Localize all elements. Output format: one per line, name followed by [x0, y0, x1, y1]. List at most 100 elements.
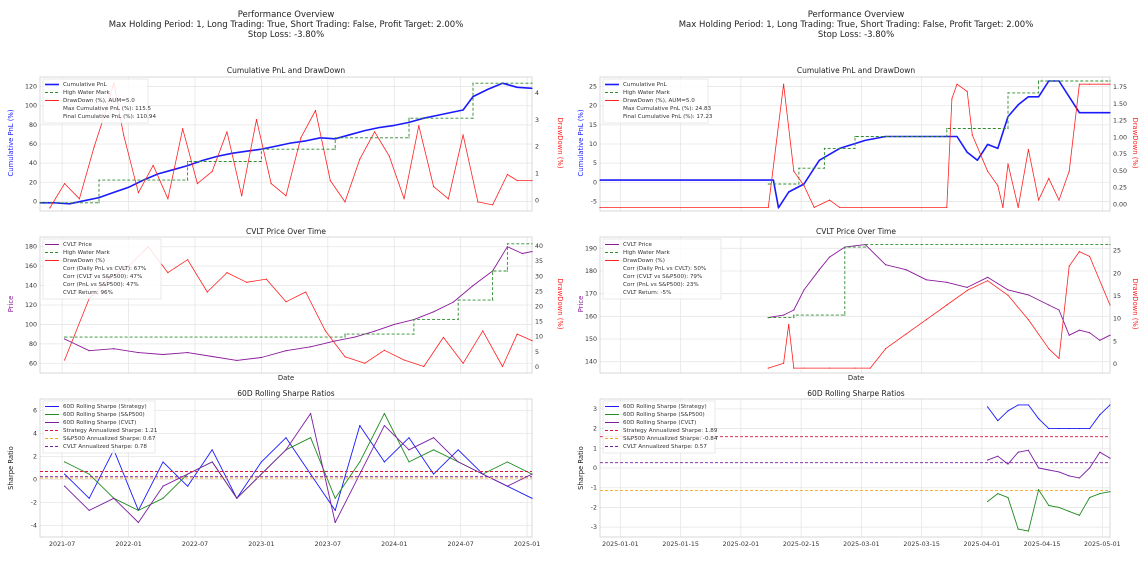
- series-line: [987, 449, 1111, 479]
- data-point: [854, 147, 856, 149]
- x-tick-label: 2025-03-01: [843, 541, 880, 548]
- data-point: [393, 323, 395, 326]
- data-point: [162, 461, 164, 463]
- data-point: [344, 201, 346, 203]
- data-point: [408, 117, 410, 119]
- data-point: [506, 243, 508, 245]
- legend-entry: Corr (PnL vs S&P500): 47%: [63, 282, 139, 288]
- series-line: [600, 83, 1110, 208]
- fig1-suptitle-line2: Max Holding Period: 1, Long Trading: Tru…: [109, 20, 464, 30]
- data-point: [423, 365, 425, 368]
- x-tick-label: 2025-05-01: [1084, 541, 1121, 548]
- data-point: [310, 346, 312, 348]
- y2-tick-label: 5: [1113, 338, 1117, 345]
- data-point: [783, 314, 785, 316]
- data-point: [1038, 467, 1040, 469]
- data-point: [452, 111, 454, 113]
- data-point: [418, 125, 420, 127]
- y-tick-label: 2: [33, 454, 37, 461]
- data-point: [1027, 318, 1029, 321]
- y-tick-label: 180: [25, 244, 37, 251]
- data-point: [1038, 80, 1040, 82]
- data-point: [187, 179, 189, 181]
- data-point: [1109, 243, 1111, 246]
- data-point: [329, 179, 331, 182]
- fig1-p3-title: 60D Rolling Sharpe Ratios: [237, 389, 335, 398]
- data-point: [1078, 427, 1080, 430]
- y-tick-label: 2: [593, 426, 597, 433]
- data-point: [946, 281, 948, 283]
- x-tick-label: 2021-07: [49, 541, 75, 548]
- x-tick-label: 2024-07: [448, 541, 474, 548]
- y-tick-label: 100: [25, 103, 37, 110]
- y2-tick-label: 1: [535, 170, 539, 177]
- data-point: [971, 134, 973, 136]
- fig1-suptitle-line1: Performance Overview: [238, 10, 335, 20]
- data-point: [839, 206, 841, 208]
- data-point: [457, 461, 459, 463]
- y-tick-label: 160: [25, 263, 37, 270]
- data-point: [211, 355, 213, 358]
- data-point: [783, 362, 785, 364]
- data-point: [373, 131, 376, 133]
- y-tick-label: -5: [591, 198, 597, 205]
- legend-box: [602, 400, 716, 454]
- fig2-suptitle-line2: Max Holding Period: 1, Long Trading: Tru…: [679, 20, 1034, 30]
- data-point: [408, 461, 410, 463]
- data-point: [1068, 265, 1070, 267]
- y-tick-label: 3: [593, 406, 597, 413]
- data-point: [798, 183, 800, 185]
- data-point: [113, 497, 115, 499]
- y-tick-label: 170: [585, 291, 597, 298]
- data-point: [531, 473, 533, 475]
- data-point: [1109, 80, 1111, 82]
- data-point: [319, 137, 322, 139]
- data-point: [98, 202, 100, 204]
- data-point: [290, 142, 292, 144]
- data-point: [1078, 112, 1080, 114]
- data-point: [472, 117, 474, 119]
- fig2-pnl-drawdown-plot: -5 0 5 10 15 20 25 0.00 0.25 0.50 0.75 1.00 1.25 1.50…: [589, 76, 1127, 212]
- data-point: [1058, 506, 1060, 509]
- data-point: [246, 150, 248, 152]
- data-point: [236, 497, 238, 499]
- series-line: [768, 80, 1110, 185]
- data-point: [64, 182, 66, 185]
- fig2-p1-title: Cumulative PnL and DrawDown: [797, 66, 915, 75]
- y-tick-label: 10: [589, 141, 597, 148]
- fig1-p2-y2label: DrawDown (%): [556, 279, 564, 330]
- x-tick-label: 2025-01-01: [602, 541, 639, 548]
- data-point: [946, 304, 948, 306]
- data-point: [1078, 250, 1080, 253]
- data-point: [314, 109, 317, 112]
- data-point: [64, 338, 66, 340]
- data-point: [260, 160, 262, 163]
- data-point: [844, 246, 846, 248]
- data-point: [1027, 148, 1029, 151]
- data-point: [423, 117, 425, 119]
- data-point: [864, 246, 866, 248]
- y2-tick-label: 40: [535, 243, 543, 250]
- legend-entry: Max Cumulative PnL (%): 24.83: [623, 106, 712, 112]
- y2-tick-label: 0.00: [1113, 201, 1127, 208]
- x-tick-label: 2022-07: [182, 541, 208, 548]
- y-tick-label: -2: [591, 504, 597, 511]
- legend-box: [42, 400, 156, 454]
- y-tick-label: 0: [593, 465, 597, 472]
- data-point: [324, 330, 326, 332]
- data-point: [1048, 427, 1050, 430]
- fig1-pnl-drawdown-plot: 0 20 40 60 80 100 120 0 1 2 3 4 Cumulative PnL High W…: [25, 76, 539, 212]
- data-point: [1068, 96, 1070, 98]
- data-point: [408, 121, 410, 123]
- data-point: [1068, 510, 1070, 512]
- data-point: [1068, 170, 1070, 172]
- data-point: [1109, 112, 1111, 114]
- series-line: [987, 404, 1111, 430]
- y2-tick-label: 5: [535, 349, 539, 356]
- y2-tick-label: 30: [535, 273, 543, 280]
- series-line: [64, 413, 533, 523]
- fig2-p3-ylabel: Sharpe Ratio: [577, 446, 585, 490]
- data-point: [1109, 334, 1111, 336]
- y-tick-label: 20: [589, 103, 597, 110]
- data-point: [803, 289, 805, 291]
